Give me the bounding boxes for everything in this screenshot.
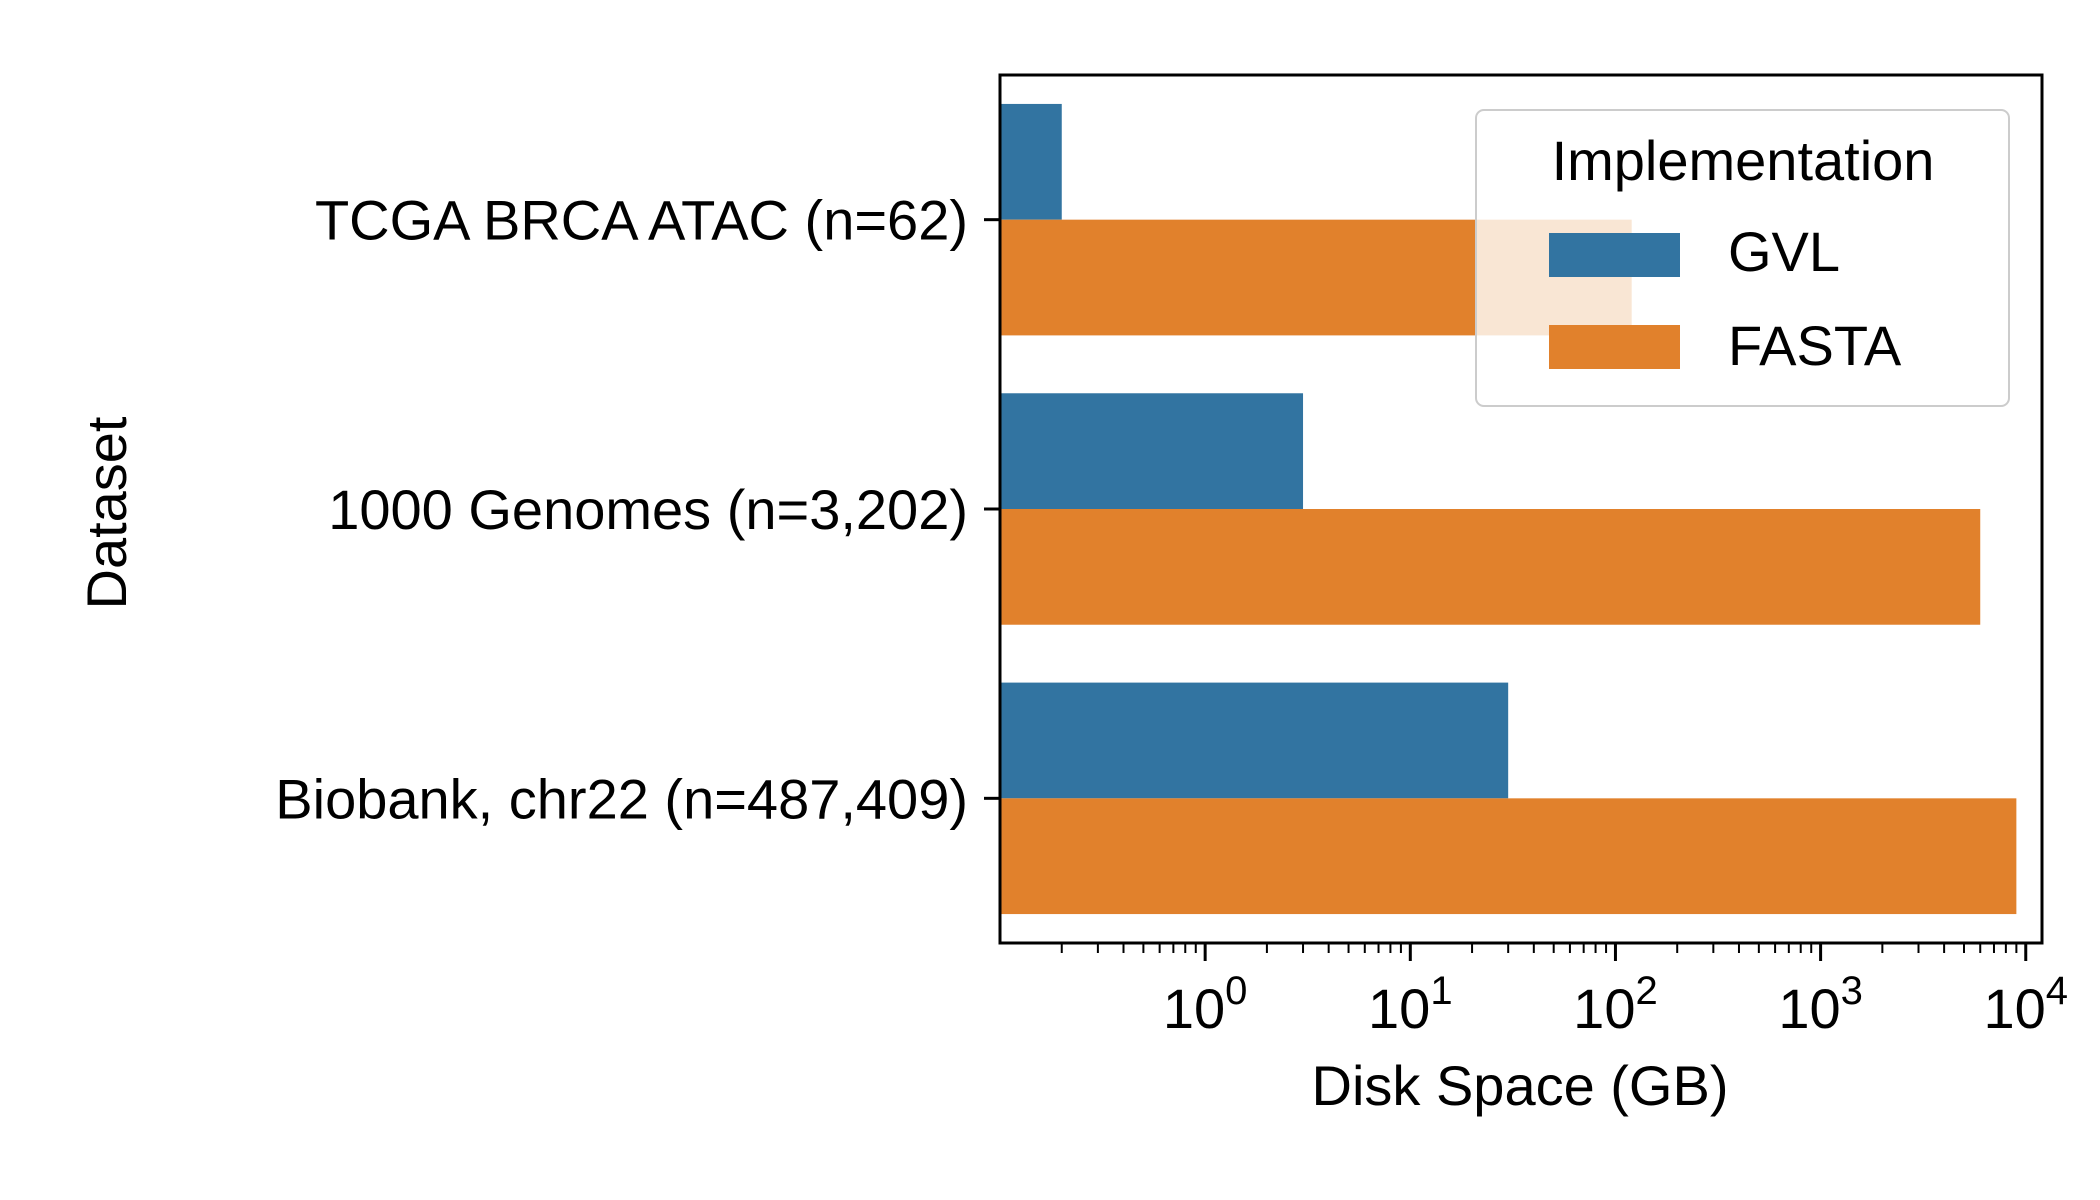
y-axis: TCGA BRCA ATAC (n=62) 1000 Genomes (n=3,2… [275, 189, 1000, 830]
y-tick-label: Biobank, chr22 (n=487,409) [275, 767, 968, 830]
y-axis-label: Dataset [75, 416, 138, 609]
x-tick-label: 101 [1368, 969, 1453, 1040]
plot-frame [998, 73, 2044, 945]
legend-title: Implementation [1552, 129, 1935, 192]
legend-label-gvl: GVL [1728, 220, 1840, 283]
legend: Implementation GVL FASTA [1475, 109, 2010, 407]
x-tick-label: 104 [1983, 969, 2068, 1040]
x-tick-label: 103 [1778, 969, 1863, 1040]
bar-fasta-2 [1000, 798, 2017, 915]
bar-gvl-2 [1000, 682, 1509, 799]
legend-swatch-gvl [1549, 233, 1680, 277]
legend-swatch-fasta [1549, 325, 1680, 369]
bars [1000, 103, 2017, 915]
y-tick-label: TCGA BRCA ATAC (n=62) [315, 189, 968, 252]
x-axis: 100 101 102 103 104 [1060, 943, 2068, 1040]
x-axis-label: Disk Space (GB) [1312, 1054, 1729, 1117]
x-tick-label: 100 [1163, 969, 1248, 1040]
bar-gvl-1 [1000, 393, 1304, 509]
bar-gvl-0 [1000, 103, 1062, 220]
y-tick-label: 1000 Genomes (n=3,202) [328, 478, 968, 541]
legend-label-fasta: FASTA [1728, 314, 1902, 377]
bar-fasta-1 [1000, 509, 1981, 625]
x-tick-label: 102 [1573, 969, 1658, 1040]
